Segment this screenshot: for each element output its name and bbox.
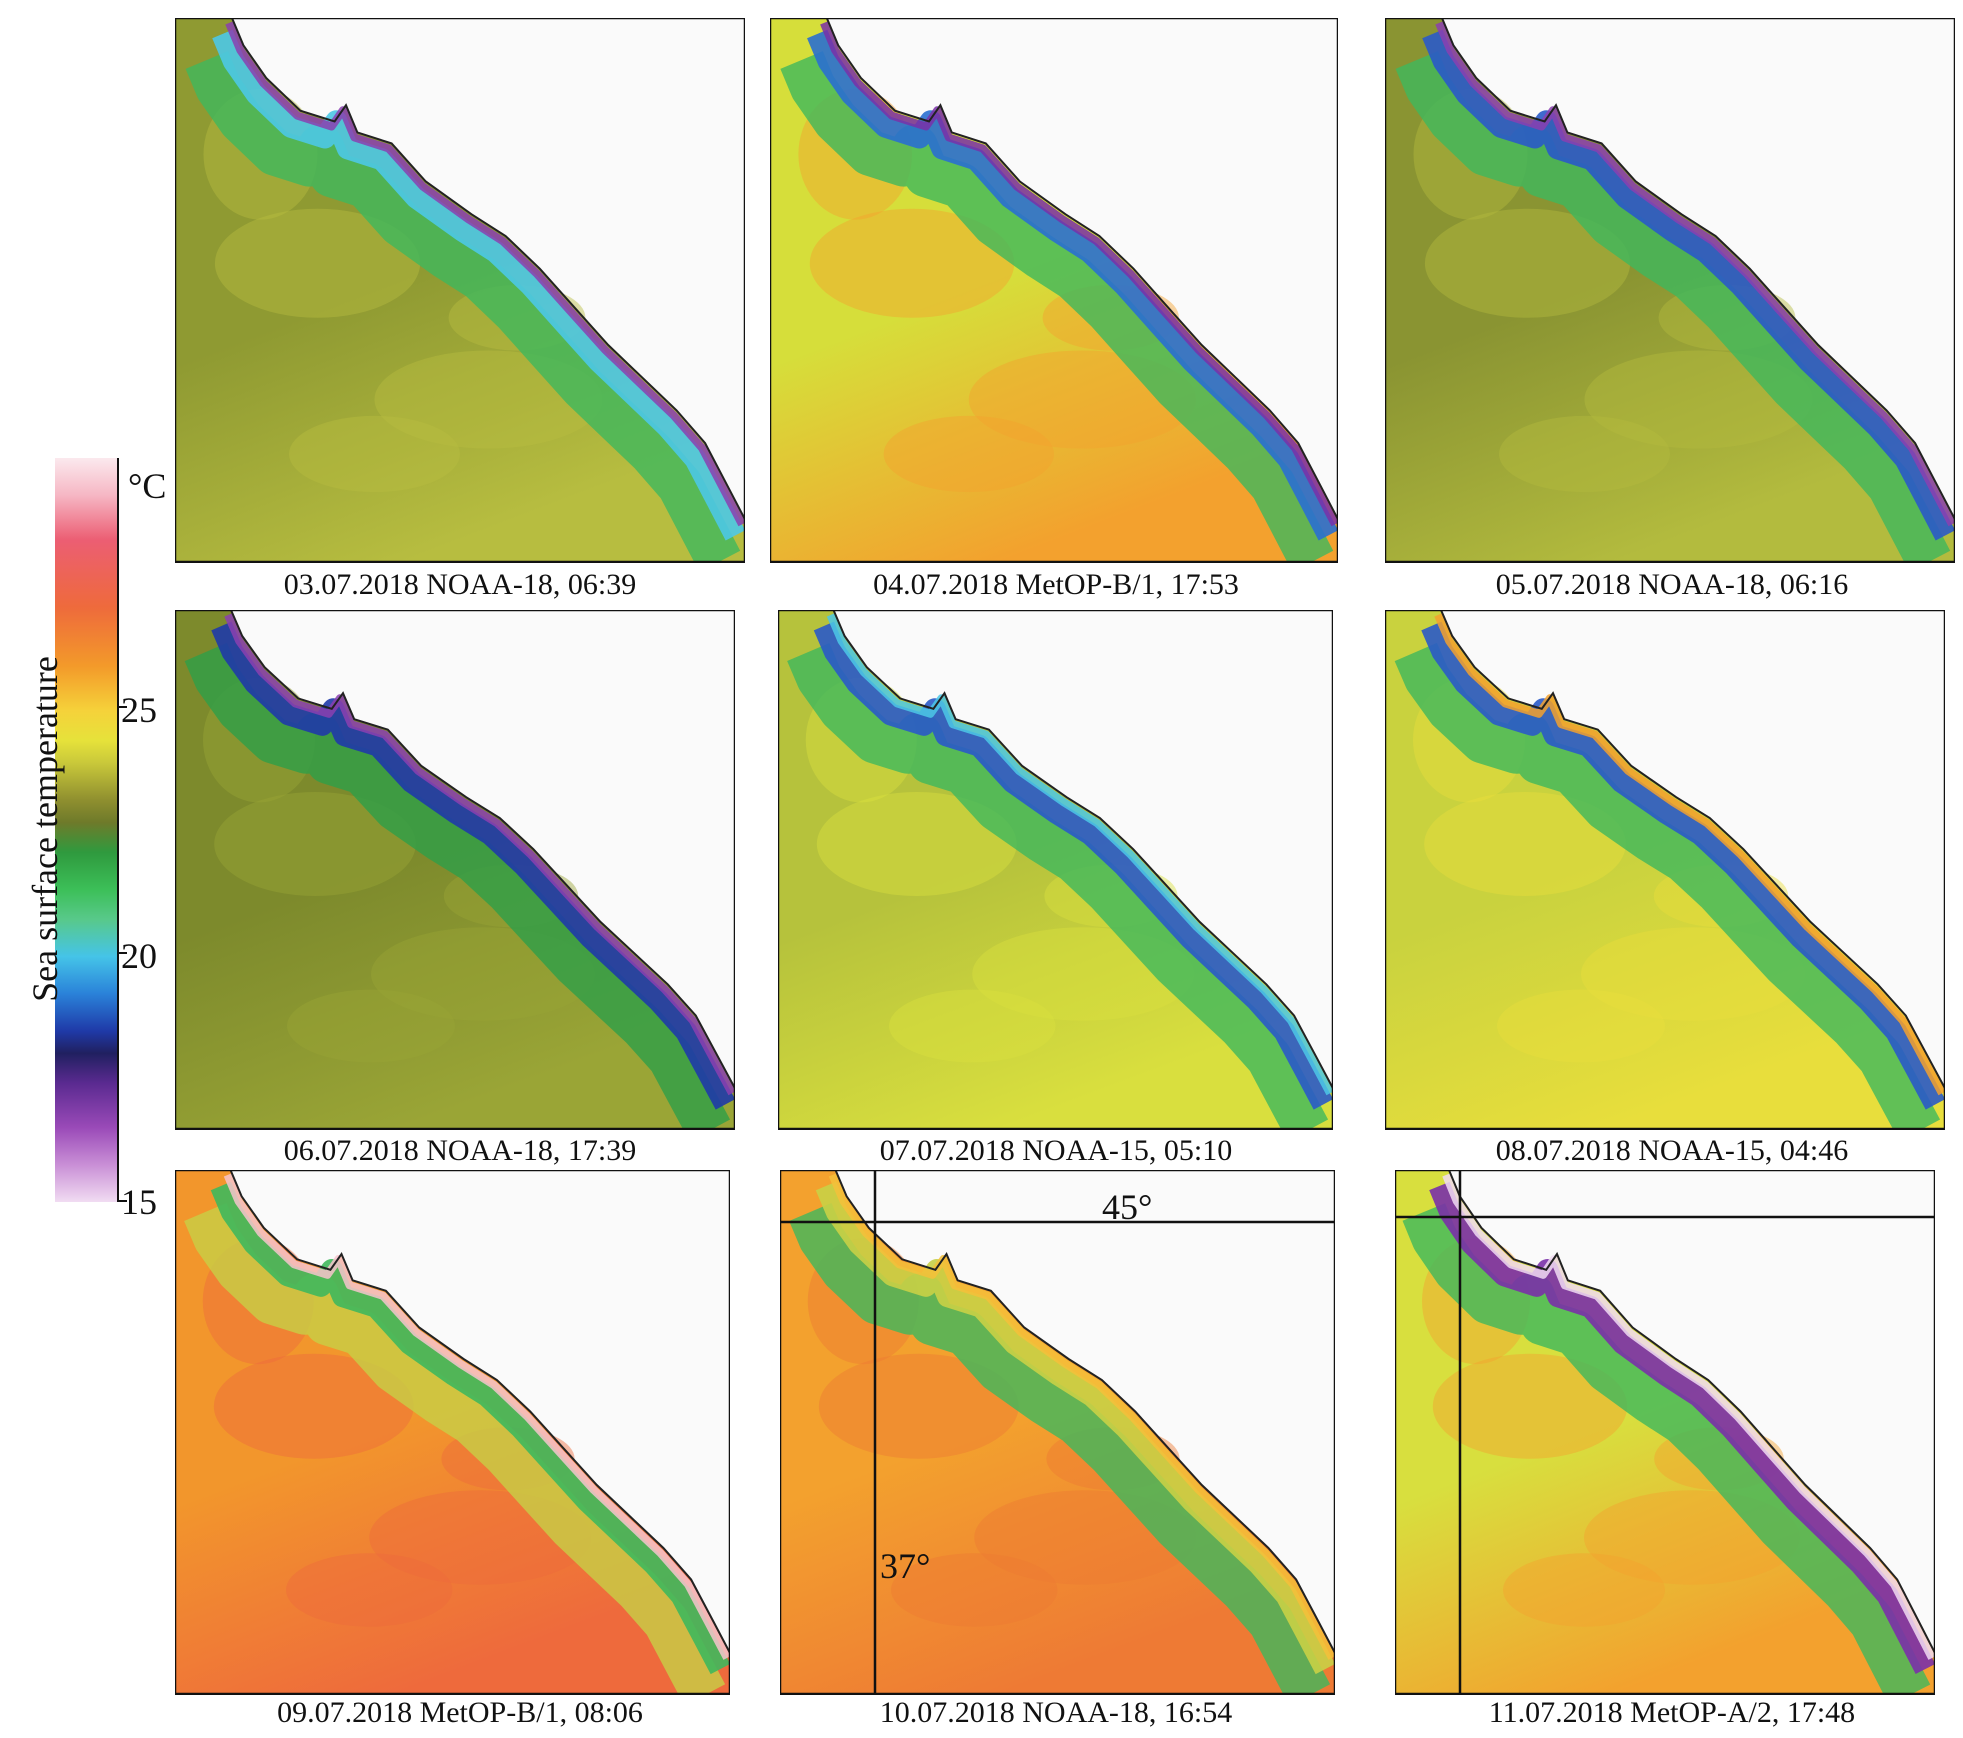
coastal-temperature-band: [184, 1203, 726, 1695]
coastal-temperature-band: [1442, 1173, 1935, 1660]
sst-map-image: [175, 18, 745, 563]
coastal-temperature-band: [1421, 621, 1945, 1110]
coastal-temperature-band: [1395, 51, 1951, 563]
coastline: [229, 1170, 730, 1654]
temperature-patch: [289, 415, 460, 493]
sst-map-panel: [1385, 18, 1955, 563]
colorbar-axis: [117, 458, 119, 1202]
temperature-patch: [1497, 989, 1665, 1063]
coastal-temperature-band: [780, 51, 1334, 563]
temperature-patch: [214, 792, 416, 896]
coastal-temperature-band: [210, 1181, 730, 1675]
sst-map-panel: [770, 18, 1338, 563]
panel-caption: 07.07.2018 NOAA-15, 05:10: [879, 1134, 1233, 1167]
panel-caption: 11.07.2018 MetOP-A/2, 17:48: [1488, 1696, 1856, 1729]
coastline: [230, 610, 735, 1089]
colorbar-unit: °C: [128, 466, 167, 506]
temperature-patch: [1503, 1553, 1665, 1627]
coastline: [825, 18, 1338, 520]
panel-caption: 10.07.2018 NOAA-18, 16:54: [879, 1696, 1233, 1729]
temperature-patch: [1424, 208, 1631, 318]
temperature-patch: [1499, 415, 1670, 493]
colorbar-tick: [117, 706, 127, 708]
temperature-patch: [1424, 792, 1626, 896]
panel-caption: 08.07.2018 NOAA-15, 04:46: [1495, 1134, 1849, 1167]
coastal-temperature-band: [815, 1181, 1335, 1675]
coastal-temperature-band: [212, 29, 745, 541]
panel-caption: 06.07.2018 NOAA-18, 17:39: [283, 1134, 637, 1167]
temperature-patch: [213, 1353, 414, 1459]
panel-caption: 09.07.2018 MetOP-B/1, 08:06: [277, 1696, 643, 1729]
temperature-patch: [883, 415, 1054, 493]
colorbar-tick-label-25: 25: [121, 690, 157, 730]
temperature-patch: [214, 208, 421, 318]
sst-map-image: [1385, 18, 1955, 563]
sst-map-panel: [175, 1170, 730, 1695]
panel-caption: 04.07.2018 MetOP-B/1, 17:53: [873, 568, 1239, 601]
panel-caption: 03.07.2018 NOAA-18, 06:39: [283, 568, 637, 601]
coastal-temperature-band: [813, 621, 1333, 1110]
colorbar-tick: [117, 1200, 127, 1202]
coastal-temperature-band: [184, 642, 731, 1130]
coastal-temperature-band: [1422, 29, 1955, 541]
coastal-temperature-band: [828, 1173, 1335, 1660]
coastline: [1448, 1170, 1935, 1654]
coastline: [1440, 610, 1945, 1089]
temperature-patch: [891, 1553, 1058, 1627]
coastline: [231, 18, 745, 520]
temperature-colorbar: [55, 458, 117, 1202]
temperature-patch: [286, 1553, 453, 1627]
sst-map-image: [1385, 610, 1945, 1130]
sst-map-image: [778, 610, 1333, 1130]
colorbar-tick: [117, 952, 127, 954]
coastline: [832, 610, 1333, 1089]
coastal-temperature-band: [1429, 1181, 1935, 1675]
temperature-patch: [889, 989, 1056, 1063]
sst-map-image: [780, 1170, 1335, 1695]
coastal-temperature-band: [225, 21, 745, 527]
coastal-temperature-band: [826, 613, 1333, 1096]
temperature-patch: [818, 1353, 1019, 1459]
coastal-temperature-band: [223, 1173, 730, 1660]
temperature-patch: [1432, 1353, 1628, 1459]
colorbar-tick-label-20: 20: [121, 936, 157, 976]
coastline: [834, 1170, 1335, 1654]
sst-map-image: [770, 18, 1338, 563]
coastal-temperature-band: [787, 642, 1329, 1130]
coastal-temperature-band: [185, 51, 741, 563]
coastal-temperature-band: [1434, 613, 1945, 1096]
coastline: [1441, 18, 1955, 520]
sst-map-panel: [175, 610, 735, 1130]
colorbar-tick-label-15: 15: [121, 1182, 157, 1222]
coastal-temperature-band: [224, 613, 735, 1096]
colorbar-title: Sea surface temperature: [25, 656, 65, 1002]
longitude-label: 37°: [880, 1546, 931, 1586]
sst-map-image: [1395, 1170, 1935, 1695]
latitude-label: 45°: [1102, 1187, 1153, 1227]
sst-map-image: [175, 610, 735, 1130]
coastal-temperature-band: [820, 21, 1338, 527]
sst-map-panel: [175, 18, 745, 563]
sst-map-panel: [1395, 1170, 1935, 1695]
coastal-temperature-band: [807, 29, 1338, 541]
temperature-patch: [287, 989, 455, 1063]
sst-map-panel: [1385, 610, 1945, 1130]
sst-map-panel: [780, 1170, 1335, 1695]
coastal-temperature-band: [789, 1203, 1331, 1695]
temperature-patch: [809, 208, 1015, 318]
sst-map-image: [175, 1170, 730, 1695]
coastal-temperature-band: [1402, 1203, 1931, 1695]
coastal-temperature-band: [211, 621, 735, 1110]
coastal-temperature-band: [1435, 21, 1955, 527]
sst-map-panel: [778, 610, 1333, 1130]
coastal-temperature-band: [1394, 642, 1941, 1130]
temperature-patch: [816, 792, 1017, 896]
panel-caption: 05.07.2018 NOAA-18, 06:16: [1495, 568, 1849, 601]
